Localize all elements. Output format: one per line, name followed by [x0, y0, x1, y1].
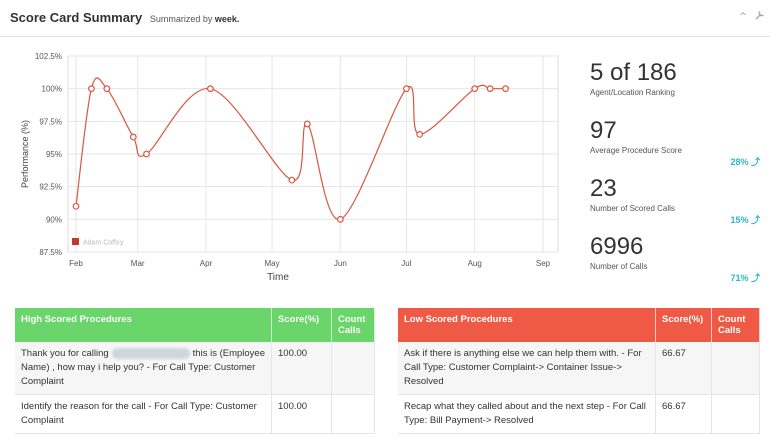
x-tick-label: Apr	[200, 259, 213, 268]
column-header[interactable]: Count Calls	[331, 308, 376, 342]
table-header-row: High Scored Procedures Score(%) Count Ca…	[15, 308, 376, 342]
performance-chart: 102.5% 100% 97.5% 95% 92.5% 90% 87.5% Feb Mar Apr…	[0, 40, 570, 290]
procedure-text-cont: this is (Employee Name) , how may i help…	[21, 348, 266, 387]
data-point	[303, 120, 311, 128]
column-header[interactable]: Score(%)	[655, 308, 712, 342]
kpi-average-score: 97 Average Procedure Score 28% ⤴	[590, 118, 760, 176]
data-point	[486, 85, 494, 93]
score-cell: 100.00	[271, 394, 332, 434]
procedure-text: Thank you for calling	[21, 348, 109, 359]
data-point	[129, 133, 137, 141]
kpi-label: Number of Scored Calls	[590, 204, 675, 213]
kpi-change: 28% ⤴	[730, 157, 760, 167]
kpi-change: 71% ⤴	[730, 273, 760, 283]
data-point	[403, 85, 410, 93]
kpi-label: Average Procedure Score	[590, 146, 682, 155]
kpi-change: 15% ⤴	[730, 215, 760, 225]
kpi-value: 6996	[590, 233, 644, 260]
y-tick-label: 95%	[46, 150, 62, 159]
redacted-name	[111, 347, 190, 359]
legend-swatch	[72, 238, 79, 245]
y-tick-label: 97.5%	[39, 117, 62, 126]
summarized-prefix: Summarized by	[149, 14, 213, 24]
x-tick-label: May	[264, 259, 279, 268]
table-header-row: Low Scored Procedures Score(%) Count Cal…	[398, 308, 760, 342]
count-cell	[331, 394, 376, 434]
data-point	[206, 85, 214, 93]
table-row[interactable]: Thank you for calling this is (Employee N…	[15, 342, 376, 395]
column-header[interactable]: Count Calls	[711, 308, 760, 342]
data-point	[88, 85, 95, 93]
data-point	[471, 85, 479, 93]
data-point	[336, 215, 344, 223]
kpi-panel: 5 of 186 Agent/Location Ranking 97 Avera…	[590, 60, 760, 292]
x-tick-label: Sep	[536, 259, 551, 268]
score-cell: 66.67	[655, 342, 712, 395]
panel-title-text: Score Card Summary	[10, 10, 143, 25]
column-header[interactable]: Score(%)	[271, 308, 332, 342]
data-point	[103, 85, 111, 93]
low-scored-table: Low Scored Procedures Score(%) Count Cal…	[398, 308, 760, 434]
count-cell	[331, 342, 376, 395]
x-axis-title: Time	[267, 272, 289, 283]
y-tick-label: 102.5%	[35, 52, 62, 61]
procedure-cell: Identify the reason for the call - For C…	[15, 394, 273, 434]
x-tick-label: Jun	[334, 259, 347, 268]
x-tick-label: Aug	[468, 259, 482, 268]
kpi-value: 5 of 186	[590, 59, 677, 86]
series-line	[75, 77, 506, 220]
y-tick-label: 100%	[42, 85, 62, 94]
table-row[interactable]: Recap what they called about and the nex…	[398, 394, 760, 434]
high-scored-table: High Scored Procedures Score(%) Count Ca…	[15, 308, 376, 434]
kpi-value: 97	[590, 117, 617, 144]
table-row[interactable]: Ask if there is anything else we can hel…	[398, 342, 760, 395]
kpi-total-calls: 6996 Number of Calls 71% ⤴	[590, 234, 760, 292]
kpi-value: 23	[590, 175, 617, 202]
column-header[interactable]: Low Scored Procedures	[398, 308, 657, 342]
chevron-up-icon[interactable]: ⌃	[738, 10, 749, 24]
y-tick-label: 87.5%	[39, 248, 62, 257]
data-point	[416, 130, 424, 138]
procedure-cell: Thank you for calling this is (Employee N…	[15, 342, 273, 395]
kpi-ranking: 5 of 186 Agent/Location Ranking	[590, 60, 760, 118]
x-tick-label: Jul	[401, 259, 411, 268]
count-cell	[711, 342, 760, 395]
kpi-scored-calls: 23 Number of Scored Calls 15% ⤴	[590, 176, 760, 234]
data-point	[502, 85, 509, 93]
summarized-by: Summarized by week.	[150, 14, 240, 24]
y-axis-title: Performance (%)	[20, 120, 30, 188]
legend-label: Adam Coffey	[83, 240, 124, 247]
procedure-cell: Recap what they called about and the nex…	[398, 394, 657, 434]
data-point	[288, 176, 296, 184]
panel-header: Score Card Summary Summarized by week. ⌃	[0, 0, 770, 37]
panel-title: Score Card Summary Summarized by week.	[10, 10, 239, 25]
data-point	[72, 202, 80, 210]
y-tick-label: 92.5%	[39, 183, 62, 192]
data-point	[143, 150, 150, 158]
wrench-icon[interactable]	[754, 10, 765, 24]
kpi-label: Number of Calls	[590, 262, 648, 271]
x-tick-label: Mar	[131, 259, 145, 268]
y-tick-label: 90%	[46, 215, 62, 224]
column-header[interactable]: High Scored Procedures	[15, 308, 273, 342]
procedure-cell: Ask if there is anything else we can hel…	[398, 342, 657, 395]
summarized-value: week.	[214, 14, 240, 24]
chart-svg: 102.5% 100% 97.5% 95% 92.5% 90% 87.5% Feb Mar Apr…	[20, 52, 559, 283]
count-cell	[711, 394, 760, 434]
x-tick-label: Feb	[69, 259, 83, 268]
score-cell: 66.67	[655, 394, 712, 434]
table-row[interactable]: Identify the reason for the call - For C…	[15, 394, 376, 434]
score-cell: 100.00	[271, 342, 332, 395]
kpi-label: Agent/Location Ranking	[590, 88, 675, 97]
